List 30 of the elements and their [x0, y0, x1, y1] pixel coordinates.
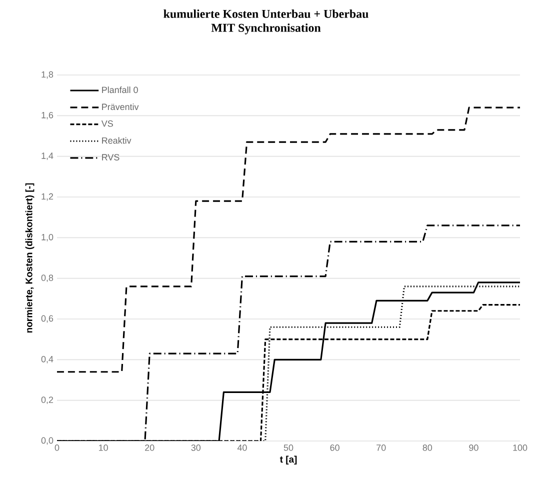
- x-tick-label: 50: [284, 444, 294, 451]
- x-tick-label: 20: [145, 444, 154, 451]
- legend-label: Planfall 0: [102, 86, 138, 94]
- x-tick-label: 10: [99, 444, 108, 451]
- x-tick-label: 100: [513, 444, 528, 451]
- y-tick-label: 0,4: [41, 356, 54, 364]
- x-tick-label: 40: [237, 444, 247, 451]
- x-tick-label: 30: [191, 444, 201, 451]
- x-tick-label: 60: [330, 444, 340, 451]
- x-tick-label: 70: [376, 444, 386, 451]
- legend-label: Präventiv: [102, 103, 139, 110]
- legend-label: VS: [101, 120, 113, 127]
- y-tick-label: 0,0: [41, 437, 54, 445]
- y-tick-label: 1,2: [42, 193, 54, 201]
- chart-subtitle: MIT Synchronisation: [211, 23, 321, 34]
- legend-label: Reaktiv: [102, 137, 132, 144]
- y-tick-label: 0,6: [41, 315, 54, 323]
- x-tick-label: 90: [469, 444, 478, 451]
- y-tick-label: 1,8: [42, 71, 54, 79]
- x-axis-title: t [a]: [280, 456, 297, 465]
- y-tick-label: 0,2: [41, 396, 54, 404]
- y-tick-label: 0,8: [41, 274, 54, 282]
- legend-label: RVS: [102, 154, 120, 160]
- y-tick-label: 1,4: [42, 152, 54, 160]
- chart-title: kumulierte Kosten Unterbau + Uberbau: [164, 10, 368, 18]
- x-tick-label: 0: [54, 444, 60, 451]
- y-tick-label: 1,6: [42, 112, 54, 120]
- x-tick-label: 80: [422, 444, 432, 451]
- y-axis-title: normierte, Kosten (diskontiert) [-]: [25, 183, 34, 333]
- y-tick-label: 1,0: [42, 234, 54, 242]
